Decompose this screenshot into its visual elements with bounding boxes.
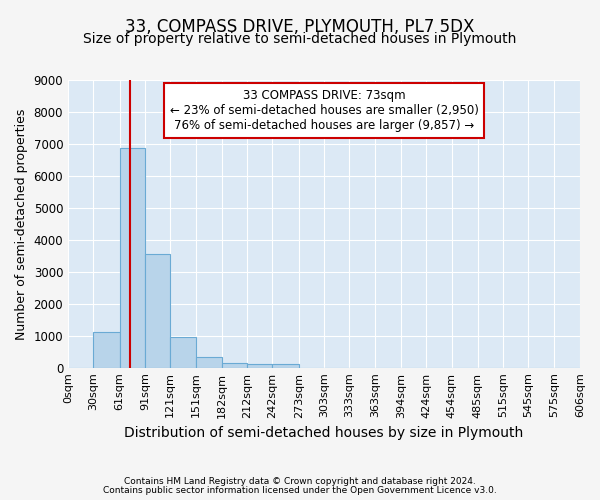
Bar bbox=[247, 364, 272, 368]
Bar bbox=[196, 358, 222, 368]
Bar bbox=[222, 363, 247, 368]
Text: 33, COMPASS DRIVE, PLYMOUTH, PL7 5DX: 33, COMPASS DRIVE, PLYMOUTH, PL7 5DX bbox=[125, 18, 475, 36]
Text: Contains HM Land Registry data © Crown copyright and database right 2024.: Contains HM Land Registry data © Crown c… bbox=[124, 477, 476, 486]
Bar bbox=[272, 364, 299, 368]
Text: 33 COMPASS DRIVE: 73sqm
← 23% of semi-detached houses are smaller (2,950)
76% of: 33 COMPASS DRIVE: 73sqm ← 23% of semi-de… bbox=[170, 88, 478, 132]
Y-axis label: Number of semi-detached properties: Number of semi-detached properties bbox=[15, 108, 28, 340]
Bar bbox=[170, 336, 196, 368]
Bar bbox=[145, 254, 170, 368]
Text: Size of property relative to semi-detached houses in Plymouth: Size of property relative to semi-detach… bbox=[83, 32, 517, 46]
X-axis label: Distribution of semi-detached houses by size in Plymouth: Distribution of semi-detached houses by … bbox=[124, 426, 524, 440]
Bar bbox=[119, 148, 145, 368]
Bar bbox=[94, 332, 119, 368]
Text: Contains public sector information licensed under the Open Government Licence v3: Contains public sector information licen… bbox=[103, 486, 497, 495]
